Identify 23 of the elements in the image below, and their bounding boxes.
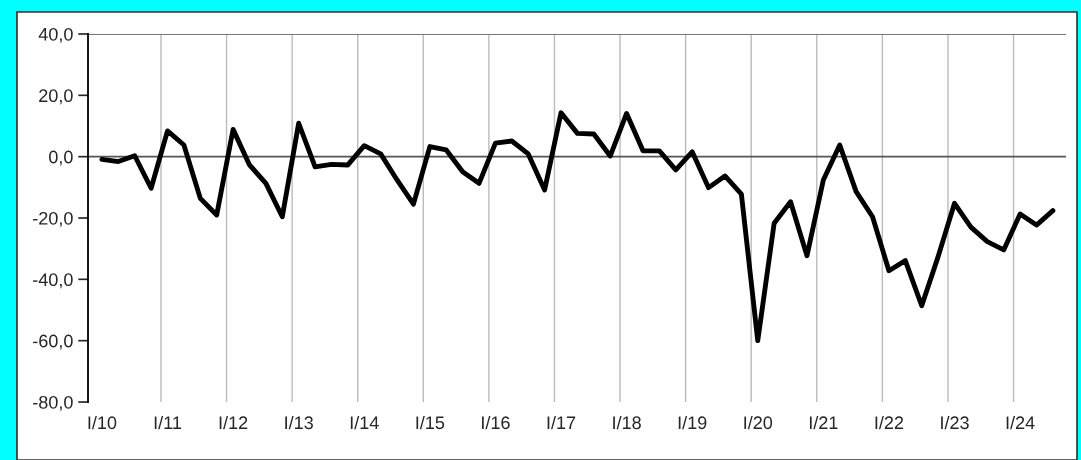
- line-series: [99, 110, 1056, 344]
- y-tick-label: 0,0: [49, 150, 73, 166]
- x-tick-label: I/11: [154, 415, 182, 430]
- y-tick-label: -60,0: [33, 334, 73, 350]
- x-tick-label: I/20: [744, 415, 773, 430]
- x-tick-label: I/16: [482, 415, 510, 430]
- x-tick-label: I/12: [219, 415, 248, 430]
- y-tick-label: -20,0: [33, 211, 73, 227]
- x-tick-label: I/15: [416, 415, 445, 430]
- x-tick-label: I/21: [809, 415, 838, 430]
- y-tick-label: 40,0: [38, 27, 73, 43]
- x-tick-label: I/19: [678, 415, 707, 430]
- x-tick-label: I/24: [1006, 415, 1035, 430]
- x-tick-label: I/18: [613, 415, 641, 430]
- x-tick-label: I/23: [941, 415, 969, 430]
- x-tick-label: I/13: [285, 415, 313, 430]
- x-tick-label: I/14: [350, 415, 379, 430]
- x-tick-label: I/10: [88, 415, 117, 430]
- y-tick-label: -40,0: [33, 273, 73, 289]
- y-tick-label: -80,0: [33, 395, 73, 411]
- x-tick-label: I/22: [875, 415, 904, 430]
- x-tick-label: I/17: [547, 415, 576, 430]
- y-tick-label: 20,0: [39, 89, 73, 105]
